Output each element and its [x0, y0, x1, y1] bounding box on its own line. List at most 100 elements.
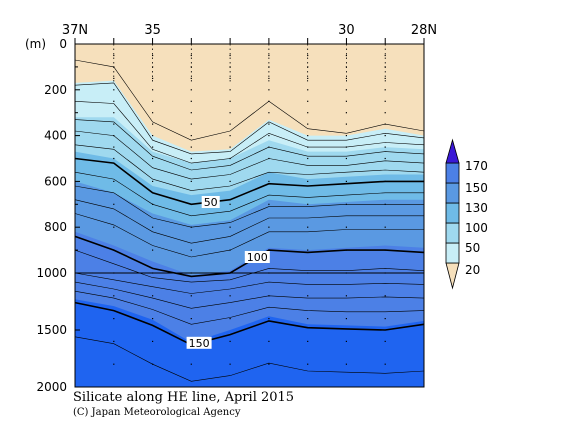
station-dot	[384, 123, 386, 125]
station-dot	[384, 318, 386, 320]
colorbar-label: 50	[465, 241, 480, 255]
contour-line-13	[74, 249, 425, 283]
station-dot	[190, 112, 192, 114]
station-dot	[384, 203, 386, 205]
station-dot	[152, 318, 154, 320]
station-dot	[190, 77, 192, 79]
contour-line-50	[74, 157, 424, 206]
station-dot	[113, 318, 115, 320]
station-dot	[307, 295, 309, 297]
station-dot	[268, 112, 270, 114]
station-dot	[113, 157, 115, 160]
station-dot	[113, 340, 115, 342]
station-dot	[152, 226, 154, 228]
x-tick-label: 28N	[411, 23, 437, 38]
station-dot	[268, 123, 270, 125]
station-dot	[384, 363, 386, 365]
station-dot	[229, 203, 231, 205]
station-dot	[307, 89, 309, 91]
station-dot	[152, 123, 154, 125]
station-dot	[307, 77, 309, 79]
contour-line-12	[74, 213, 424, 258]
station-dot	[384, 112, 386, 114]
station-dot	[190, 203, 192, 205]
plot-frame	[74, 43, 425, 388]
station-dot	[307, 157, 309, 160]
contour-label-150: 150	[189, 337, 210, 350]
station-dot	[152, 77, 154, 79]
station-dot	[268, 340, 270, 342]
station-dot	[229, 295, 231, 297]
station-dot	[152, 54, 154, 57]
contour-line-16	[74, 290, 425, 325]
station-dot	[229, 180, 231, 182]
colorbar-label: 100	[465, 221, 488, 235]
contour-label-bg	[201, 196, 220, 208]
station-dot	[190, 100, 192, 102]
station-dot	[229, 226, 231, 228]
station-dot	[229, 54, 231, 57]
silicate-band-6	[75, 299, 424, 387]
station-dot	[113, 123, 115, 125]
y-tick-label: 1500	[36, 323, 67, 337]
colorbar-label: 130	[465, 201, 488, 215]
contour-line-8	[74, 144, 425, 191]
x-tick-label: 30	[338, 23, 355, 38]
station-dot	[307, 180, 309, 182]
chart-title: Silicate along HE line, April 2015	[73, 390, 295, 405]
station-dot	[384, 157, 386, 160]
colorbar-swatch-2	[445, 202, 460, 224]
station-dot	[113, 135, 115, 137]
station-dot	[345, 363, 347, 365]
station-dot	[307, 226, 309, 228]
colorbar-swatch-3	[445, 182, 460, 204]
station-dot	[345, 180, 347, 182]
colorbar-swatch-0	[445, 242, 460, 264]
station-dot	[229, 100, 231, 102]
station-dot	[190, 146, 192, 148]
station-dot	[268, 180, 270, 182]
station-dot	[190, 54, 192, 57]
station-dot	[152, 295, 154, 297]
station-dot	[345, 123, 347, 125]
station-dot	[229, 112, 231, 114]
station-dot	[152, 203, 154, 205]
contour-line-11	[74, 199, 424, 244]
contour-label-bg	[186, 336, 212, 349]
station-dot	[307, 249, 309, 251]
station-dot	[268, 203, 270, 205]
station-dot	[152, 340, 154, 342]
station-dot	[268, 226, 270, 228]
y-tick-label: 600	[44, 174, 67, 188]
contour-line-10	[74, 185, 424, 228]
station-dot	[268, 89, 270, 91]
contour-line-7	[74, 130, 425, 180]
contour-label-50: 50	[204, 196, 218, 209]
station-dot	[345, 157, 347, 160]
station-dot	[113, 363, 115, 365]
station-dot	[190, 295, 192, 297]
station-dot	[307, 203, 309, 205]
contour-line-14	[74, 272, 425, 294]
colorbar-high-triangle	[445, 138, 460, 164]
contour-label-bg	[244, 251, 270, 263]
station-dot	[190, 157, 192, 160]
station-dot	[307, 363, 309, 365]
station-dot	[307, 54, 309, 57]
station-dot	[384, 100, 386, 102]
station-dot	[345, 226, 347, 228]
contour-line-5	[74, 101, 425, 164]
station-dot	[384, 295, 386, 297]
station-dot	[229, 135, 231, 137]
station-dot	[307, 100, 309, 102]
axes-frame: 0 200 400 600 800 1000 1500 2000 (m) 37N 35 30 28N	[25, 23, 437, 394]
station-dot	[384, 77, 386, 79]
station-dot	[229, 363, 231, 365]
station-dot	[307, 318, 309, 320]
station-dot	[384, 249, 386, 251]
contour-line-17	[74, 336, 425, 382]
station-dot	[345, 203, 347, 205]
station-dot	[268, 54, 270, 57]
colorbar-swatch-4	[445, 162, 460, 184]
station-dot	[307, 146, 309, 148]
